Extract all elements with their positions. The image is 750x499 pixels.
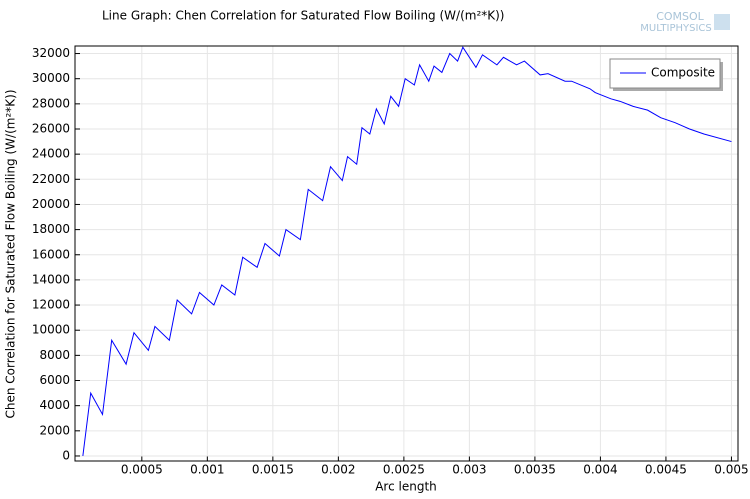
y-tick-label: 26000 — [32, 122, 70, 136]
y-tick-label: 10000 — [32, 323, 70, 337]
y-tick-label: 30000 — [32, 71, 70, 85]
y-tick-label: 12000 — [32, 298, 70, 312]
x-tick-label: 0.0045 — [645, 463, 687, 477]
y-axis-label: Chen Correlation for Saturated Flow Boil… — [4, 90, 18, 419]
y-tick-label: 14000 — [32, 272, 70, 286]
y-tick-label: 6000 — [39, 373, 70, 387]
x-tick-label: 0.001 — [190, 463, 224, 477]
y-tick-label: 32000 — [32, 46, 70, 60]
x-tick-label: 0.0025 — [383, 463, 425, 477]
x-tick-label: 0.0005 — [121, 463, 163, 477]
y-tick-label: 18000 — [32, 222, 70, 236]
logo: COMSOL — [656, 10, 704, 23]
y-tick-label: 22000 — [32, 172, 70, 186]
x-tick-label: 0.005 — [714, 463, 748, 477]
x-axis-label: Arc length — [375, 480, 437, 494]
y-tick-label: 0 — [62, 448, 70, 462]
y-tick-label: 16000 — [32, 247, 70, 261]
y-tick-label: 2000 — [39, 423, 70, 437]
y-tick-label: 4000 — [39, 398, 70, 412]
x-tick-label: 0.0035 — [514, 463, 556, 477]
y-tick-label: 28000 — [32, 96, 70, 110]
y-tick-label: 24000 — [32, 147, 70, 161]
x-tick-label: 0.004 — [583, 463, 617, 477]
y-tick-label: 20000 — [32, 197, 70, 211]
y-tick-label: 8000 — [39, 348, 70, 362]
x-tick-label: 0.0015 — [252, 463, 294, 477]
logo: MULTIPHYSICS — [640, 23, 711, 34]
x-tick-label: 0.003 — [452, 463, 486, 477]
data-line — [82, 46, 732, 457]
x-tick-label: 0.002 — [321, 463, 355, 477]
chart-title: Line Graph: Chen Correlation for Saturat… — [102, 9, 505, 23]
plot-frame — [74, 45, 739, 462]
legend-label: Composite — [651, 66, 715, 80]
logo-icon — [714, 14, 730, 30]
